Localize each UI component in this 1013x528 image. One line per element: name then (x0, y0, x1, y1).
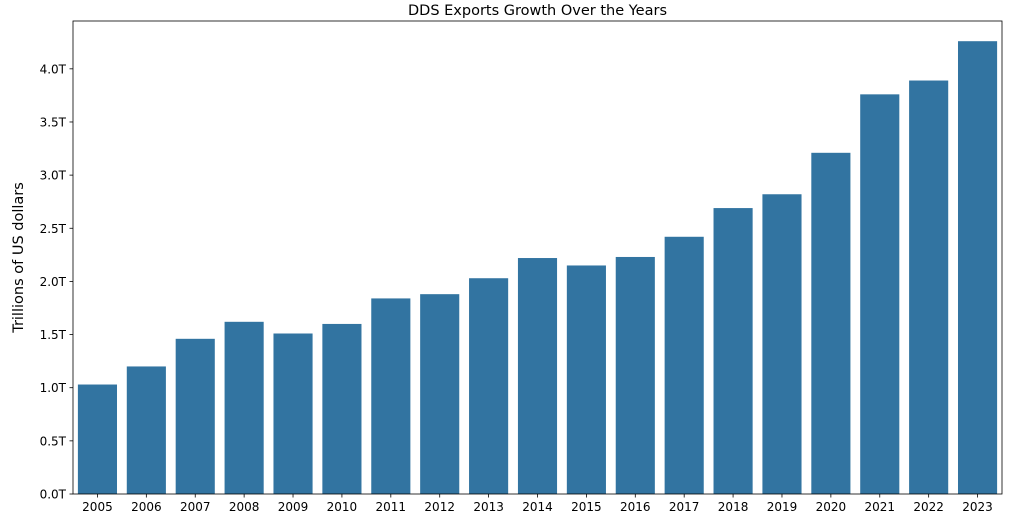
x-tick-label: 2006 (131, 500, 162, 514)
y-tick-label: 3.5T (40, 115, 67, 129)
bar-2023 (957, 41, 998, 495)
chart-title: DDS Exports Growth Over the Years (408, 3, 667, 19)
x-tick-label: 2011 (376, 500, 407, 514)
x-tick-label: 2013 (473, 500, 504, 514)
bar-2017 (664, 236, 704, 494)
bar-2015 (566, 265, 606, 494)
bar-2011 (371, 298, 411, 494)
x-tick-label: 2009 (278, 500, 309, 514)
y-tick-label: 2.5T (40, 222, 67, 236)
y-tick-label: 3.0T (40, 169, 67, 183)
bar-2009 (273, 333, 313, 494)
x-tick-label: 2008 (229, 500, 260, 514)
bar-2016 (615, 256, 655, 494)
x-tick-label: 2017 (669, 500, 700, 514)
bar-2006 (126, 366, 166, 494)
y-axis-label: Trillions of US dollars (11, 182, 27, 334)
x-tick-label: 2018 (718, 500, 749, 514)
bar-2005 (77, 384, 118, 494)
x-tick-label: 2010 (327, 500, 358, 514)
bar-2022 (909, 80, 949, 495)
bar-2020 (811, 152, 851, 494)
bar-2021 (860, 94, 900, 494)
y-tick-label: 0.5T (40, 434, 67, 448)
x-tick-label: 2022 (913, 500, 944, 514)
x-tick-label: 2012 (424, 500, 455, 514)
bar-2014 (517, 258, 558, 494)
x-ticks-group: 2005 2006 2007 2008 2009 2010 2011 2012 2013 2014… (82, 494, 993, 514)
bar-2008 (224, 321, 264, 494)
y-tick-label: 1.0T (40, 381, 67, 395)
x-tick-label: 2015 (571, 500, 602, 514)
x-tick-label: 2014 (522, 500, 553, 514)
bar-2010 (322, 323, 362, 494)
bar-2019 (762, 194, 802, 495)
x-tick-label: 2007 (180, 500, 211, 514)
x-tick-label: 2016 (620, 500, 651, 514)
y-tick-label: 2.0T (40, 275, 67, 289)
x-tick-label: 2023 (962, 500, 993, 514)
x-tick-label: 2005 (82, 500, 113, 514)
bar-2013 (469, 278, 509, 494)
y-ticks-group: 0.0T 0.5T 1.0T 1.5T 2.0T 2.5T 3.0T 3.5T 4.0T (40, 62, 73, 502)
y-tick-label: 1.5T (40, 328, 67, 342)
bars-group (77, 41, 998, 495)
plot-frame (72, 20, 1003, 495)
x-tick-label: 2019 (767, 500, 798, 514)
x-tick-label: 2020 (816, 500, 847, 514)
x-tick-label: 2021 (864, 500, 895, 514)
bar-2018 (713, 208, 753, 494)
y-tick-label: 4.0T (40, 62, 67, 76)
y-tick-label: 0.0T (40, 488, 67, 502)
bar-2012 (420, 294, 460, 494)
bar-2007 (175, 338, 215, 494)
